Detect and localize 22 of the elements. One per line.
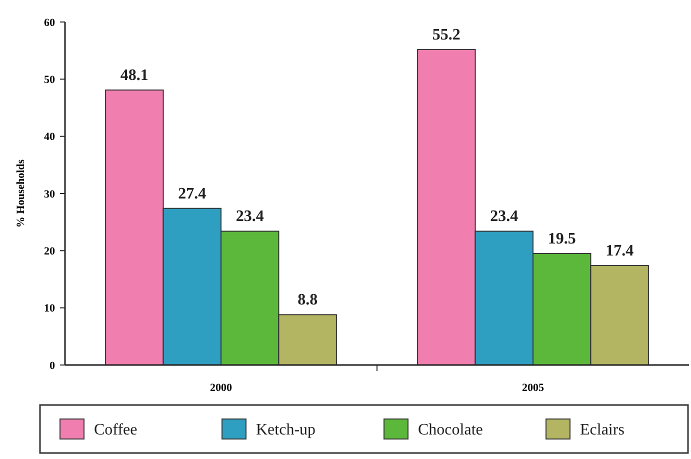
y-axis-title: % Households bbox=[15, 158, 27, 228]
legend-label: Chocolate bbox=[418, 422, 483, 439]
x-tick-label: 2005 bbox=[522, 382, 544, 394]
legend-label: Coffee bbox=[94, 422, 138, 439]
data-label: 55.2 bbox=[432, 26, 460, 44]
data-label: 48.1 bbox=[120, 67, 148, 84]
y-tick-label: 50 bbox=[44, 74, 56, 86]
y-tick-label: 20 bbox=[44, 246, 56, 258]
legend-label: Eclairs bbox=[580, 422, 624, 439]
data-label: 19.5 bbox=[548, 230, 576, 248]
data-label: 27.4 bbox=[178, 185, 206, 202]
data-label: 8.8 bbox=[298, 292, 318, 309]
data-label: 17.4 bbox=[606, 242, 634, 260]
y-tick-label: 10 bbox=[44, 302, 56, 315]
y-tick-label: 40 bbox=[44, 131, 56, 144]
x-tick-label: 2000 bbox=[210, 382, 232, 394]
y-tick-label: 0 bbox=[50, 360, 56, 372]
y-tick-label: 60 bbox=[44, 16, 56, 29]
data-label: 23.4 bbox=[236, 208, 264, 226]
data-label: 23.4 bbox=[490, 208, 518, 226]
legend-label: Ketch-up bbox=[256, 422, 316, 439]
y-tick-label: 30 bbox=[44, 188, 56, 200]
